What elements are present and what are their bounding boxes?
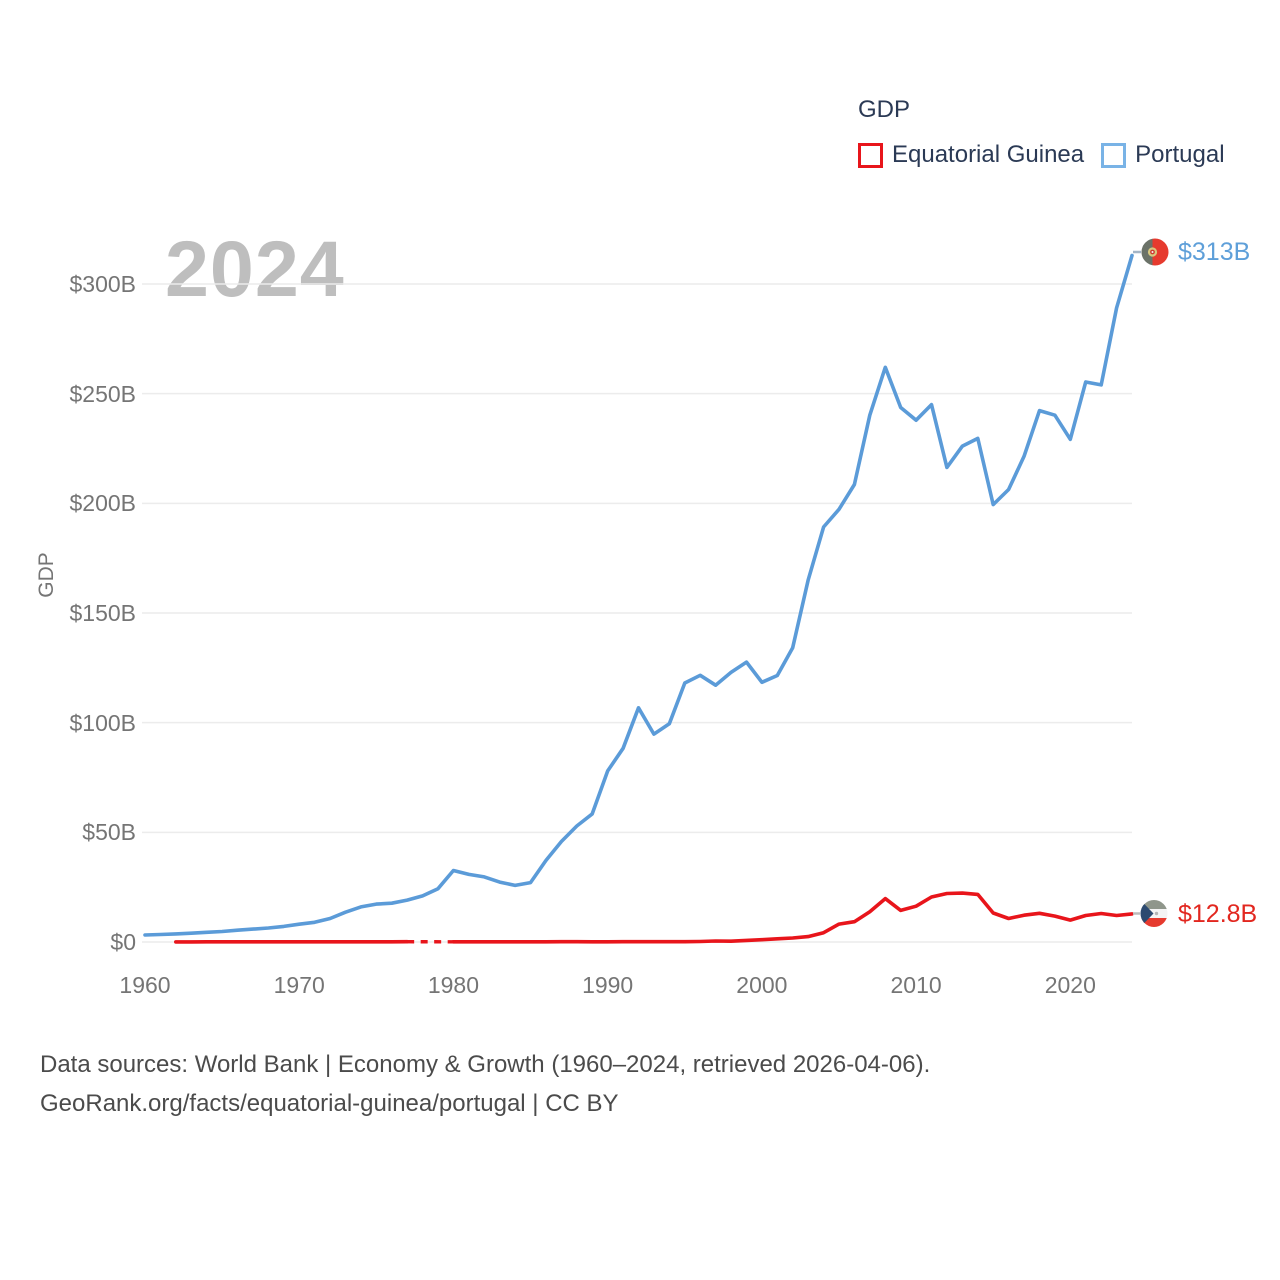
x-tick-label: 2010 [890, 972, 942, 998]
equatorial-guinea-swatch [858, 142, 883, 168]
y-tick-label: $300B [69, 271, 136, 297]
x-tick-label: 1960 [119, 972, 171, 998]
portugal-end-value-label: $313B [1178, 238, 1251, 266]
portugal-flag-icon [1133, 238, 1169, 266]
legend-item-portugal[interactable]: Portugal [1101, 141, 1225, 169]
legend-label: Portugal [1135, 141, 1225, 168]
portugal-swatch [1101, 142, 1127, 168]
series-lines [143, 253, 1134, 944]
x-tick-label: 2020 [1044, 972, 1096, 998]
y-tick-label: $0 [110, 929, 136, 955]
equatorial-guinea-line [451, 891, 1134, 944]
equatorial-guinea-end-value-label: $12.8B [1178, 900, 1258, 928]
portugal-line [143, 253, 1134, 937]
x-tick-label: 1970 [273, 972, 325, 998]
y-axis-title: GDP [35, 552, 58, 598]
footer: Data sources: World Bank | Economy & Gro… [40, 1046, 930, 1123]
legend-item-equatorial-guinea[interactable]: Equatorial Guinea [858, 141, 1084, 169]
x-tick-label: 1990 [582, 972, 634, 998]
gridlines [142, 283, 1132, 943]
legend-title: GDP [858, 96, 911, 123]
legend: Equatorial Guinea Portugal [858, 141, 1225, 169]
y-tick-label: $250B [69, 380, 136, 407]
legend-label: Equatorial Guinea [892, 141, 1085, 168]
y-tick-label: $150B [69, 600, 136, 626]
y-tick-label: $50B [82, 819, 136, 846]
footer-attribution: GeoRank.org/facts/equatorial-guinea/port… [40, 1089, 619, 1117]
footer-data-sources: Data sources: World Bank | Economy & Gro… [40, 1051, 931, 1078]
year-watermark: 2024 [165, 224, 345, 313]
x-tick-label: 1980 [427, 972, 480, 998]
y-tick-label: $200B [69, 490, 136, 517]
equatorial-guinea-flag-icon [1133, 900, 1168, 927]
y-tick-label: $100B [69, 709, 136, 736]
x-tick-label: 2000 [736, 972, 788, 998]
